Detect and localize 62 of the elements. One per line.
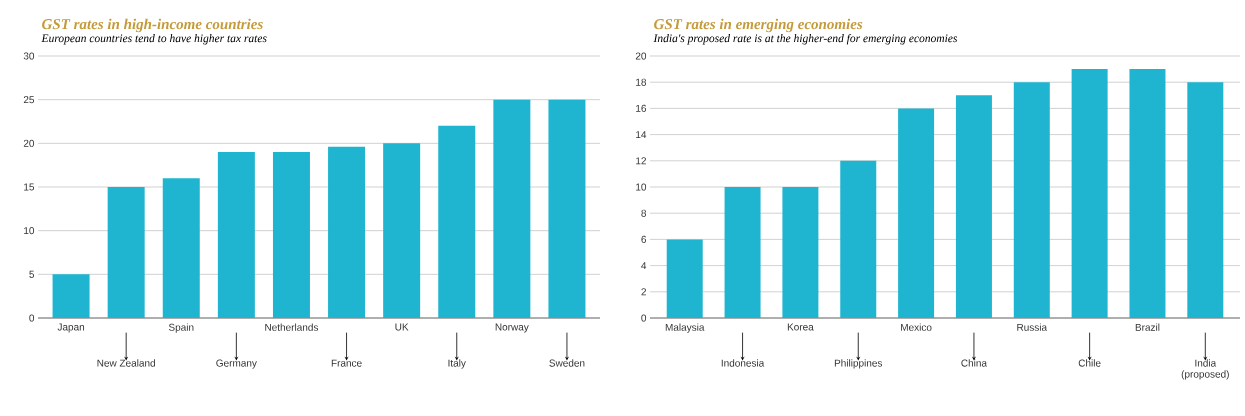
x-tick-label: India (proposed) — [1181, 359, 1229, 380]
y-tick-label: 20 — [23, 139, 35, 147]
bar — [107, 187, 145, 318]
y-tick-label: 2 — [641, 288, 646, 296]
y-tick-label: 10 — [24, 227, 35, 235]
bar — [666, 239, 703, 318]
bar — [1013, 82, 1050, 318]
bar — [328, 146, 366, 318]
x-tick-label: Japan — [57, 323, 85, 333]
bar — [955, 95, 992, 318]
chart-subtitle: European countries tend to have higher tax rates — [41, 34, 267, 45]
y-tick-label: 18 — [636, 78, 647, 86]
y-tick-label: 16 — [636, 104, 647, 112]
x-tick-label: France — [331, 359, 362, 367]
bar — [782, 187, 819, 318]
y-tick-label: 6 — [641, 235, 647, 243]
bar — [52, 274, 90, 318]
bar — [548, 99, 586, 318]
y-tick-label: 8 — [641, 209, 647, 217]
x-tick-label: New Zealand — [97, 359, 155, 367]
bar — [1071, 69, 1108, 318]
x-tick-label: China — [961, 359, 987, 367]
x-tick-label: Mexico — [901, 323, 932, 331]
bar — [898, 108, 935, 318]
y-tick-label: 30 — [23, 52, 35, 60]
x-tick-label: Sweden — [549, 359, 585, 367]
chart-subtitle: India's proposed rate is at the higher-end for emerging economies — [653, 33, 958, 45]
x-tick-label: Netherlands — [265, 323, 319, 331]
bar — [493, 99, 531, 318]
x-tick-label: Russia — [1017, 323, 1048, 331]
x-tick-label: Indonesia — [721, 359, 765, 367]
bar — [1187, 82, 1224, 318]
bar — [272, 152, 310, 318]
chart-title: GST rates in emerging economies — [654, 18, 863, 33]
bar — [217, 152, 255, 318]
x-tick-label: Philippines — [834, 359, 883, 369]
x-tick-label: Chile — [1078, 359, 1101, 367]
y-tick-label: 14 — [636, 131, 647, 139]
y-tick-label: 10 — [636, 183, 647, 191]
y-tick-label: 5 — [29, 270, 35, 278]
x-tick-label: Malaysia — [665, 323, 705, 333]
x-tick-label: Korea — [787, 323, 814, 331]
x-tick-label: Germany — [216, 359, 257, 369]
bar — [840, 160, 877, 318]
y-tick-label: 20 — [635, 52, 647, 60]
chart-title: GST rates in high-income countries — [42, 18, 263, 33]
x-tick-label: UK — [395, 323, 409, 331]
y-tick-label: 12 — [636, 157, 646, 165]
bar — [1129, 69, 1166, 318]
bar — [162, 178, 200, 318]
x-tick-label: Italy — [448, 359, 466, 369]
y-tick-label: 4 — [641, 262, 647, 270]
x-tick-label: Spain — [168, 323, 194, 333]
y-tick-label: 0 — [641, 314, 647, 322]
x-tick-label: Norway — [495, 323, 529, 333]
bar — [724, 187, 761, 318]
bar — [383, 143, 421, 318]
x-tick-label: Brazil — [1135, 323, 1160, 331]
bar — [438, 125, 476, 318]
y-tick-label: 25 — [23, 96, 35, 104]
y-tick-label: 0 — [29, 314, 35, 322]
y-tick-label: 15 — [24, 183, 35, 191]
